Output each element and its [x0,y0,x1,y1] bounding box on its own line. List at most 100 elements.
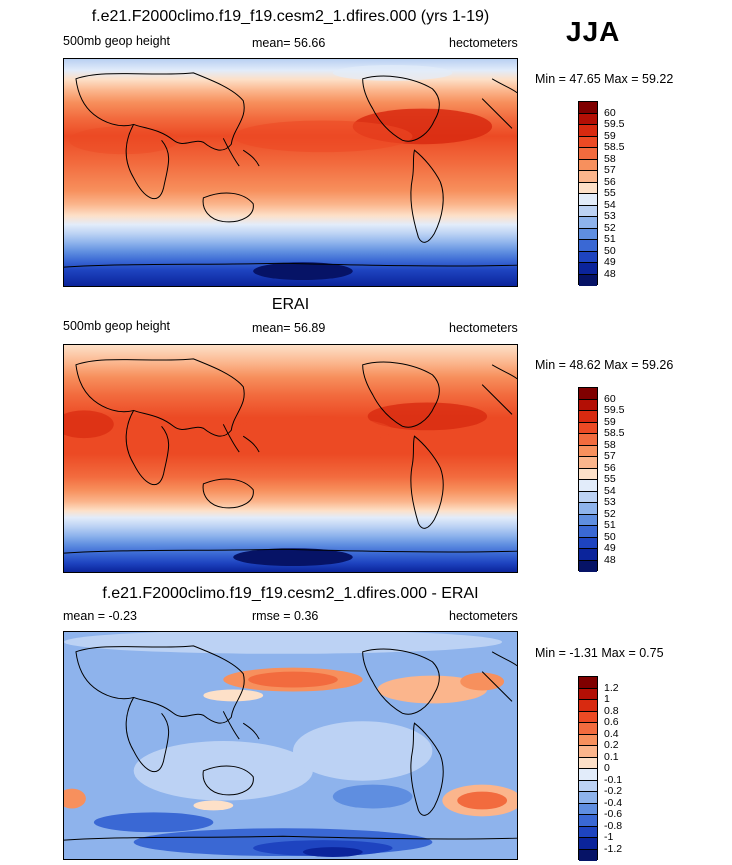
colorbar-tick-label: 51 [604,233,616,245]
colorbar-swatch [579,734,597,746]
colorbar-tick-label: -0.1 [604,773,623,786]
colorbar-tick-label: 52 [604,507,616,520]
colorbar-swatch [579,457,597,469]
colorbar-tick-label: 56 [604,461,616,474]
colorbar-swatch [579,700,597,712]
colorbar-tick-label: 59 [604,415,616,428]
colorbar-tick-label: 52 [604,221,616,234]
colorbar-tick-label: 58 [604,438,616,451]
panel-1-min-max: Min = 47.65 Max = 59.22 [535,72,674,86]
colorbar-tick-label: 60 [604,106,616,119]
colorbar-swatch [579,792,597,804]
colorbar-tick-label: 53 [604,210,616,222]
panel-1-mean-label: mean= 56.66 [252,36,326,50]
panel-1-colorbar [578,101,598,286]
colorbar-tick-label: 1.2 [604,681,619,694]
colorbar-tick-label: 49 [604,256,616,268]
colorbar-tick-label: 0.6 [604,716,619,728]
colorbar-tick-label: 59.5 [604,404,625,416]
colorbar-swatch [579,723,597,735]
colorbar-swatch [579,769,597,781]
colorbar-swatch [579,136,597,148]
colorbar-swatch [579,711,597,723]
panel-2-colorbar [578,387,598,572]
colorbar-tick-label: 1 [604,693,610,705]
panel-2-min-max: Min = 48.62 Max = 59.26 [535,358,674,372]
colorbar-swatch [579,434,597,446]
colorbar-tick-label: 59 [604,129,616,142]
colorbar-swatch [579,228,597,240]
colorbar-tick-label: 0.2 [604,739,619,751]
colorbar-tick-label: -0.4 [604,796,623,809]
colorbar-swatch [579,182,597,194]
colorbar-tick-label: 48 [604,267,616,280]
colorbar-tick-label: 49 [604,542,616,554]
colorbar-swatch [579,560,597,572]
colorbar-swatch [579,849,597,861]
colorbar-swatch [579,757,597,769]
colorbar-swatch [579,148,597,160]
colorbar-swatch [579,526,597,538]
panel-3-map [63,631,518,860]
colorbar-swatch [579,159,597,171]
colorbar-tick-label: 55 [604,473,616,485]
colorbar-tick-label: 55 [604,187,616,199]
colorbar-swatch [579,815,597,827]
colorbar-tick-label: 58 [604,152,616,165]
colorbar-swatch [579,746,597,758]
panel-2-map [63,344,518,573]
panel-3-rmse-label: rmse = 0.36 [252,609,319,623]
colorbar-tick-label: 0 [604,762,610,774]
panel-3-units-label: hectometers [449,609,518,623]
colorbar-swatch [579,411,597,423]
colorbar-tick-label: 60 [604,392,616,405]
panel-1-units-label: hectometers [449,36,518,50]
colorbar-swatch [579,677,597,689]
colorbar-tick-label: -1.2 [604,842,623,855]
colorbar-swatch [579,274,597,286]
colorbar-tick-label: 59.5 [604,118,625,130]
colorbar-tick-label: 0.4 [604,727,619,740]
colorbar-swatch [579,780,597,792]
colorbar-swatch [579,194,597,206]
colorbar-swatch [579,468,597,480]
colorbar-swatch [579,537,597,549]
colorbar-swatch [579,205,597,217]
panel-2-units-label: hectometers [449,321,518,335]
colorbar-tick-label: -1 [604,831,614,843]
colorbar-swatch [579,480,597,492]
colorbar-swatch [579,113,597,125]
colorbar-tick-label: 54 [604,198,616,211]
colorbar-swatch [579,251,597,263]
colorbar-tick-label: 54 [604,484,616,497]
colorbar-tick-label: 58.5 [604,141,625,153]
colorbar-tick-label: -0.6 [604,808,623,820]
colorbar-tick-label: 53 [604,496,616,508]
colorbar-swatch [579,491,597,503]
colorbar-tick-label: 48 [604,553,616,566]
colorbar-swatch [579,514,597,526]
colorbar-swatch [579,503,597,515]
colorbar-tick-label: 50 [604,244,616,257]
colorbar-tick-label: -0.8 [604,819,623,832]
colorbar-tick-label: 57 [604,450,616,462]
colorbar-tick-label: 51 [604,519,616,531]
colorbar-tick-label: 50 [604,530,616,543]
colorbar-swatch [579,399,597,411]
panel-3-min-max: Min = -1.31 Max = 0.75 [535,646,664,660]
panel-1-variable-label: 500mb geop height [63,34,171,48]
panel-1-map [63,58,518,287]
colorbar-swatch [579,549,597,561]
season-label: JJA [566,16,621,47]
panel-2-title: ERAI [271,296,310,313]
colorbar-swatch [579,838,597,850]
panel-3-colorbar [578,676,598,861]
colorbar-swatch [579,688,597,700]
colorbar-swatch [579,445,597,457]
colorbar-tick-label: -0.2 [604,785,623,797]
colorbar-swatch [579,240,597,252]
colorbar-tick-label: 0.1 [604,750,619,763]
panel-3-title: f.e21.F2000climo.f19_f19.cesm2_1.dfires.… [102,585,479,602]
colorbar-tick-label: 0.8 [604,704,619,717]
colorbar-swatch [579,826,597,838]
